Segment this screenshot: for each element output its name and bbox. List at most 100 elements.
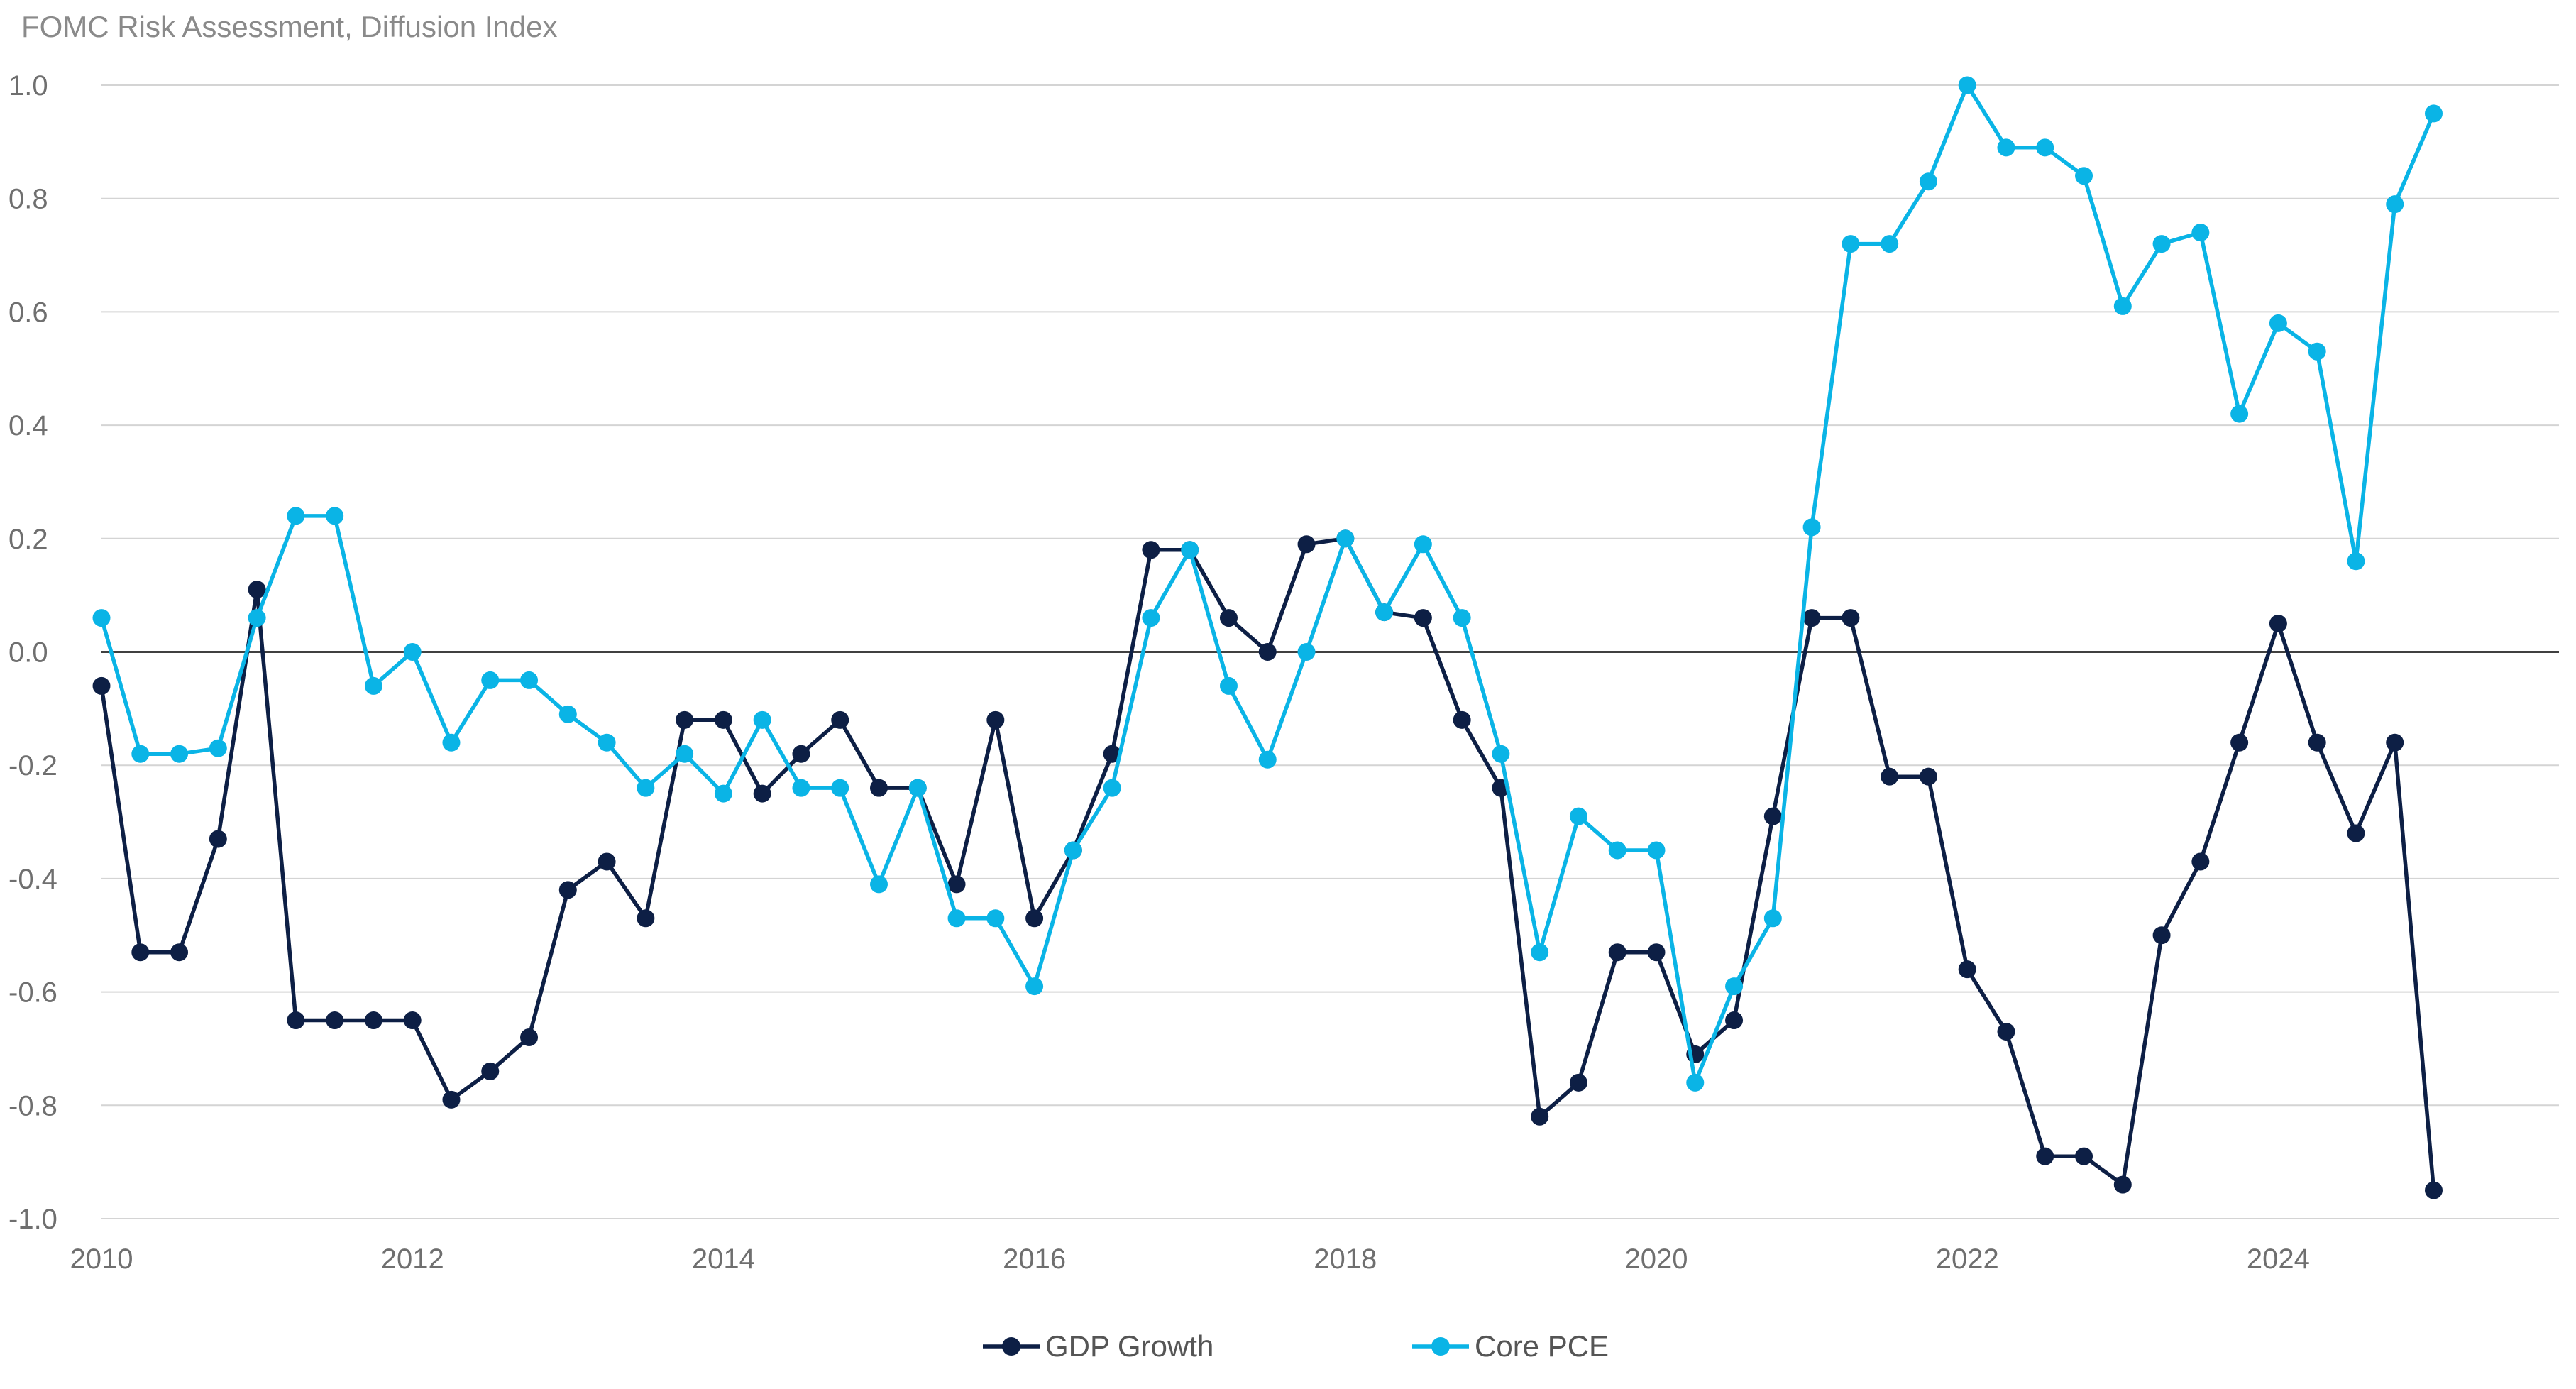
data-point <box>92 609 111 627</box>
data-point <box>2425 104 2443 123</box>
data-point <box>1453 609 1471 627</box>
data-point <box>947 875 966 894</box>
data-point <box>1608 943 1626 962</box>
y-axis-ticks: 1.0 0.8 0.6 0.4 0.2 0.0 -0.2 -0.4 -0.6 -0.8 -1.0 <box>9 70 57 1235</box>
data-point <box>2308 342 2326 361</box>
y-tick-label: 0.4 <box>9 410 48 441</box>
data-point <box>209 830 227 848</box>
data-point <box>2386 733 2404 752</box>
data-point <box>2075 1147 2093 1165</box>
data-point <box>1025 909 1044 928</box>
data-point <box>2152 235 2171 253</box>
series-layer <box>92 76 2443 1199</box>
series-gdp-growth <box>92 529 2443 1199</box>
data-point <box>1608 841 1626 860</box>
data-point <box>170 745 189 763</box>
legend: GDP Growth Core PCE <box>983 1329 1609 1363</box>
data-point <box>326 507 344 525</box>
series-line <box>99 83 2436 1085</box>
data-point <box>1219 609 1238 627</box>
data-point <box>714 710 732 729</box>
data-point <box>326 1011 344 1030</box>
data-point <box>1258 750 1277 769</box>
data-point <box>1842 609 1860 627</box>
data-point <box>1375 603 1394 622</box>
data-point <box>1414 535 1432 554</box>
data-point <box>2036 1147 2054 1165</box>
legend-marker <box>1431 1337 1450 1356</box>
y-tick-label: -0.4 <box>9 864 57 895</box>
data-point <box>986 909 1005 928</box>
data-point <box>753 784 771 803</box>
data-point <box>2075 167 2093 185</box>
data-point <box>1219 676 1238 695</box>
data-point <box>2425 1181 2443 1199</box>
data-point <box>1842 235 1860 253</box>
data-point <box>637 779 655 797</box>
x-tick-label: 2020 <box>1625 1243 1688 1275</box>
data-point <box>1881 767 1899 786</box>
data-point <box>2036 138 2054 157</box>
data-point <box>1569 807 1587 825</box>
data-point <box>1103 745 1121 763</box>
data-point <box>598 852 616 871</box>
data-point <box>558 881 577 899</box>
data-point <box>1725 977 1744 996</box>
data-point <box>481 1062 500 1080</box>
x-tick-label: 2018 <box>1314 1243 1377 1275</box>
data-point <box>2269 615 2287 633</box>
data-point <box>1997 138 2015 157</box>
data-point <box>1763 909 1782 928</box>
y-tick-label: -0.2 <box>9 750 57 781</box>
data-point <box>92 676 111 695</box>
data-point <box>1414 609 1432 627</box>
data-point <box>2308 733 2326 752</box>
data-point <box>2152 926 2171 945</box>
data-point <box>558 705 577 723</box>
grid-lines <box>101 84 2559 1219</box>
data-point <box>2191 852 2210 871</box>
data-point <box>1958 960 1976 979</box>
data-point <box>792 779 810 797</box>
data-point <box>1142 541 1160 559</box>
data-point <box>364 676 382 695</box>
data-point <box>248 609 266 627</box>
data-point <box>1336 529 1355 548</box>
legend-label: Core PCE <box>1475 1329 1609 1363</box>
data-point <box>1142 609 1160 627</box>
data-point <box>2230 733 2249 752</box>
y-tick-label: -0.8 <box>9 1090 57 1121</box>
data-point <box>403 1011 422 1030</box>
x-tick-label: 2012 <box>381 1243 444 1275</box>
data-point <box>1258 643 1277 661</box>
series-core-pce <box>92 76 2443 1092</box>
legend-marker <box>1002 1337 1020 1356</box>
data-point <box>2347 552 2365 571</box>
data-point <box>1958 76 1976 94</box>
data-point <box>1103 779 1121 797</box>
y-tick-label: 0.8 <box>9 184 48 215</box>
x-tick-label: 2010 <box>70 1243 133 1275</box>
data-point <box>131 943 150 962</box>
data-point <box>520 671 539 689</box>
data-point <box>442 1090 461 1109</box>
data-point <box>676 710 694 729</box>
data-point <box>364 1011 382 1030</box>
y-tick-label: 0.2 <box>9 524 48 555</box>
legend-item-gdp-growth: GDP Growth <box>983 1329 1213 1363</box>
y-tick-label: -1.0 <box>9 1204 57 1235</box>
x-axis-ticks: 2010 2012 2014 2016 2018 2020 2022 2024 <box>70 1243 2310 1275</box>
data-point <box>481 671 500 689</box>
data-point <box>1919 767 1937 786</box>
data-point <box>831 779 849 797</box>
y-tick-label: 0.0 <box>9 637 48 669</box>
data-point <box>1569 1073 1587 1092</box>
data-point <box>598 733 616 752</box>
data-point <box>870 779 888 797</box>
x-tick-label: 2024 <box>2247 1243 2310 1275</box>
data-point <box>1531 943 1549 962</box>
data-point <box>1763 807 1782 825</box>
legend-label: GDP Growth <box>1045 1329 1213 1363</box>
data-point <box>753 710 771 729</box>
